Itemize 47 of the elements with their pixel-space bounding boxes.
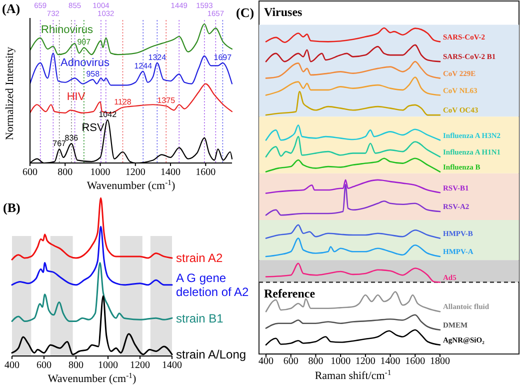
annotation: 1042 xyxy=(98,110,118,119)
annotation: 1128 xyxy=(114,97,132,106)
x-tick-label: 1000 xyxy=(330,356,351,367)
x-tick-label: 800 xyxy=(58,167,73,178)
x-tick-label: 1000 xyxy=(98,360,118,371)
x-tick-label: 1000 xyxy=(90,167,110,178)
x-tick-label: 1400 xyxy=(160,167,181,178)
series-label: RSV xyxy=(82,122,105,134)
y-axis-title: Normalized Intensity xyxy=(4,46,16,140)
x-tick-label: 1800 xyxy=(430,356,450,367)
annotation: 1324 xyxy=(148,52,167,62)
x-axis-title: Wavenumber (cm$^{-1}$) xyxy=(86,178,176,192)
x-tick-label: 600 xyxy=(36,360,52,371)
x-tick-label: 400 xyxy=(258,356,274,367)
chart-title: (C) xyxy=(236,5,254,20)
annotation: 907 xyxy=(77,38,92,47)
series-label: strain B1 xyxy=(176,311,224,326)
x-tick-label: 1400 xyxy=(380,356,400,367)
text: Viruses xyxy=(264,5,303,19)
x-tick-label: 400 xyxy=(4,360,20,371)
x-tick-label: 1600 xyxy=(196,167,216,178)
series-label: strain A2 xyxy=(176,251,224,266)
series-label: Adnovirus xyxy=(60,57,110,69)
annotation: 958 xyxy=(86,70,100,79)
x-tick-label: 1400 xyxy=(162,360,182,371)
annotation: 836 xyxy=(64,134,79,143)
x-tick-label: 1200 xyxy=(355,356,376,367)
annotation: 1375 xyxy=(157,96,176,106)
x-tick-label: 1200 xyxy=(125,167,146,178)
annotation: Reference xyxy=(264,286,316,300)
x-axis-title: Wavenumber (cm$^{-1}$) xyxy=(48,370,136,385)
x-tick-label: 1200 xyxy=(130,360,150,371)
annotation: 767 xyxy=(52,139,67,148)
series-label: A G gene deletion of A2 xyxy=(176,271,250,299)
x-tick-label: 1600 xyxy=(405,356,426,367)
x-tick-label: 600 xyxy=(22,167,38,178)
x-tick-label: 600 xyxy=(283,356,298,367)
annotation: 1244 xyxy=(134,61,153,70)
series-label: HIV xyxy=(66,91,86,103)
chart-title: (B) xyxy=(3,200,20,215)
x-axis-title: Raman shift/cm$^{-1}$ xyxy=(314,368,392,382)
annotation: 1697 xyxy=(214,52,232,62)
series-label: strain A/Long xyxy=(176,348,246,362)
x-tick-label: 800 xyxy=(68,360,84,371)
chart-title: (A) xyxy=(2,1,20,16)
series-label: Rhinovirus xyxy=(41,24,94,36)
x-tick-label: 800 xyxy=(308,356,324,367)
